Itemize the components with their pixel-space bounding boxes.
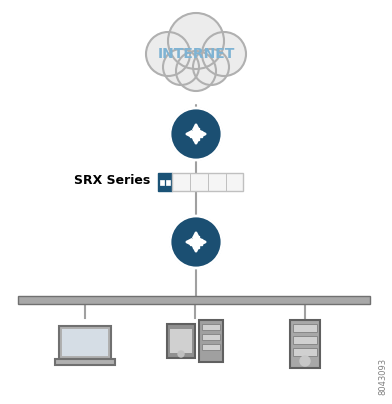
Bar: [55, 359, 115, 365]
Bar: [167, 180, 171, 185]
Bar: [190, 239, 202, 245]
Circle shape: [170, 216, 222, 268]
Bar: [193, 128, 199, 140]
Bar: [18, 296, 370, 304]
Bar: [172, 173, 243, 191]
Bar: [59, 326, 111, 359]
FancyArrow shape: [199, 131, 206, 137]
Bar: [160, 180, 165, 185]
Bar: [62, 329, 108, 356]
Bar: [202, 334, 220, 340]
Bar: [202, 344, 220, 350]
Bar: [293, 348, 317, 356]
Circle shape: [168, 13, 224, 69]
Bar: [199, 320, 223, 362]
Circle shape: [193, 49, 229, 85]
Bar: [193, 236, 199, 248]
Bar: [170, 329, 192, 353]
FancyArrow shape: [193, 244, 199, 252]
FancyArrow shape: [193, 137, 199, 144]
Circle shape: [146, 32, 190, 76]
Bar: [290, 320, 320, 368]
Text: INTERNET: INTERNET: [157, 47, 235, 61]
Circle shape: [202, 32, 246, 76]
FancyArrow shape: [193, 232, 199, 240]
FancyArrow shape: [186, 131, 193, 137]
FancyArrow shape: [193, 124, 199, 131]
Bar: [293, 336, 317, 344]
Bar: [293, 324, 317, 332]
Circle shape: [163, 49, 199, 85]
Text: SRX Series: SRX Series: [74, 175, 151, 187]
Circle shape: [178, 351, 184, 357]
Circle shape: [170, 108, 222, 160]
Circle shape: [176, 51, 216, 91]
Circle shape: [300, 356, 310, 366]
Bar: [167, 324, 195, 358]
Bar: [158, 173, 172, 191]
FancyArrow shape: [186, 240, 193, 244]
Bar: [202, 324, 220, 330]
FancyArrow shape: [199, 240, 206, 244]
Bar: [190, 131, 202, 137]
Text: 8043093: 8043093: [379, 358, 388, 395]
